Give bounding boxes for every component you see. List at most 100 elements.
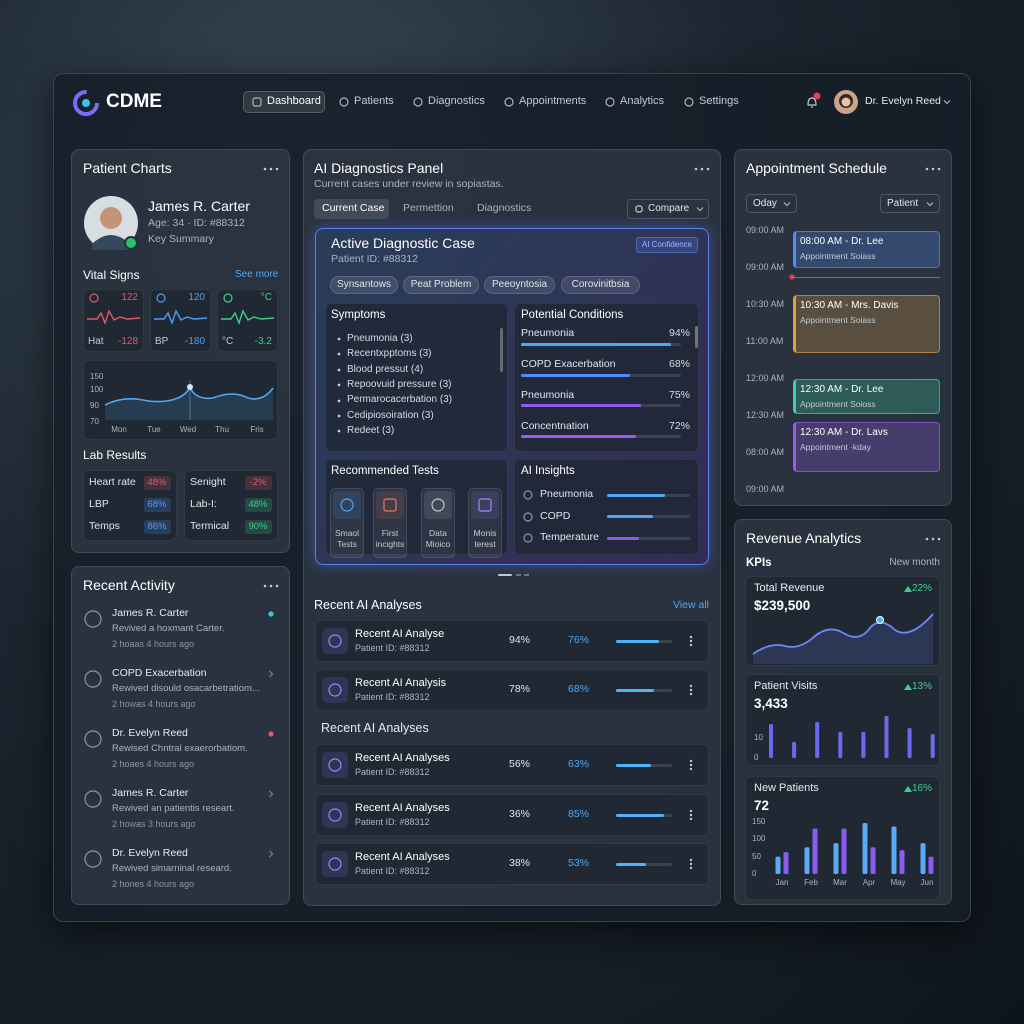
chip[interactable]	[484, 276, 555, 294]
change-arrow	[904, 684, 912, 690]
chevron-path	[269, 790, 274, 798]
filter-dropdown[interactable]	[880, 194, 940, 213]
row-menu[interactable]	[689, 759, 693, 771]
arrow-shape	[904, 684, 912, 690]
more-menu[interactable]	[694, 166, 710, 172]
nav-item[interactable]: Diagnostics	[428, 95, 485, 108]
nav-item[interactable]: Dashboard	[267, 95, 321, 108]
test-tile[interactable]	[421, 488, 455, 558]
row-menu[interactable]	[689, 809, 693, 821]
icon	[504, 97, 514, 107]
tab[interactable]: Diagnostics	[477, 202, 532, 215]
bullet-dot	[337, 383, 341, 387]
nav-item[interactable]: Settings	[699, 95, 739, 108]
kpi-change: 13%	[911, 680, 932, 692]
bullet	[337, 414, 341, 418]
icon-shape	[84, 730, 102, 748]
avatar-body	[92, 235, 130, 250]
lab-pill	[144, 520, 171, 534]
test-tile[interactable]	[373, 488, 407, 558]
compare-button[interactable]	[627, 199, 709, 219]
kpi-value: 72	[754, 797, 770, 813]
test-icon-bg	[333, 491, 361, 519]
test-tile[interactable]	[468, 488, 502, 558]
arrow-shape	[904, 786, 912, 792]
more-menu[interactable]	[263, 166, 279, 172]
arrow-shape	[904, 586, 912, 592]
filter-dropdown[interactable]	[746, 194, 797, 213]
row-menu[interactable]	[689, 684, 693, 696]
bullet-dot	[337, 368, 341, 372]
more-menu[interactable]	[925, 166, 941, 172]
user-name[interactable]: Dr. Evelyn Reed	[865, 95, 941, 108]
kpi-title: New Patients	[754, 782, 819, 795]
icon	[523, 511, 533, 522]
icon-shape	[328, 808, 342, 822]
bar	[769, 724, 773, 758]
progress-bar	[521, 373, 630, 377]
more-menu[interactable]	[925, 536, 941, 542]
icon-shape	[84, 610, 102, 628]
icon	[684, 97, 694, 107]
revenue-marker	[876, 616, 884, 624]
tab[interactable]: Current Case	[322, 202, 385, 215]
analysis-id: Patient ID: #88312	[355, 643, 430, 654]
nav-item[interactable]: Appointments	[519, 95, 587, 108]
nav-item[interactable]: Patients	[354, 95, 394, 108]
menu-dot	[689, 809, 693, 813]
bar	[841, 828, 847, 874]
lab-name: Heart rate	[89, 476, 136, 489]
icon	[84, 730, 102, 748]
patient-avatar	[84, 196, 138, 250]
chip[interactable]	[561, 276, 640, 294]
appointment-event[interactable]	[793, 379, 940, 414]
row-menu[interactable]	[689, 635, 693, 647]
row-menu[interactable]	[689, 858, 693, 870]
icon	[156, 293, 166, 303]
section-title: Vital Signs	[83, 267, 140, 282]
symptom: Pneumonia (3)	[347, 332, 413, 344]
bar	[899, 850, 905, 874]
nav-item[interactable]: Analytics	[620, 95, 665, 108]
view-all-link[interactable]: View all	[673, 599, 709, 612]
tab-active[interactable]	[314, 199, 389, 219]
appointment-event[interactable]	[793, 231, 940, 268]
menu-dot	[269, 584, 273, 588]
appointment-event[interactable]	[793, 422, 940, 472]
chip[interactable]	[403, 276, 479, 294]
chip[interactable]	[330, 276, 398, 294]
bullet	[337, 337, 341, 341]
analysis-bar	[616, 639, 659, 643]
menu-dot	[275, 584, 279, 588]
more-menu[interactable]	[263, 583, 279, 589]
patient-summary: Key Summary	[148, 233, 214, 246]
menu-dot	[689, 858, 693, 862]
analysis-row[interactable]	[315, 794, 709, 836]
y-tick-label: 100	[752, 834, 766, 844]
insight-track	[607, 536, 690, 540]
confidence-badge-label: AI Confidence	[641, 240, 693, 250]
nav-item-active[interactable]	[243, 91, 325, 113]
condition-value: 94%	[668, 327, 690, 340]
test-tile[interactable]	[330, 488, 364, 558]
scrollbar	[695, 326, 698, 348]
now-dot	[789, 274, 795, 280]
chart-y-label: 100	[90, 385, 104, 395]
analysis-score: 94%	[509, 634, 531, 647]
menu-dot	[689, 813, 693, 817]
see-more-link[interactable]: See more	[235, 268, 279, 280]
case-patient: Patient ID: #88312	[331, 253, 418, 266]
lab-pill	[245, 476, 272, 490]
menu-dot	[689, 767, 693, 771]
change-arrow	[904, 586, 912, 592]
bar	[783, 852, 789, 874]
appointment-event[interactable]	[793, 295, 940, 353]
menu-dot	[706, 167, 710, 171]
chart-x-label: Wed	[179, 425, 197, 435]
tab[interactable]: Permettion	[403, 202, 454, 215]
bar	[891, 826, 897, 874]
menu-dot	[689, 635, 693, 639]
chevron-path	[783, 202, 791, 207]
brand: CDME	[106, 91, 162, 113]
icon	[84, 610, 102, 628]
